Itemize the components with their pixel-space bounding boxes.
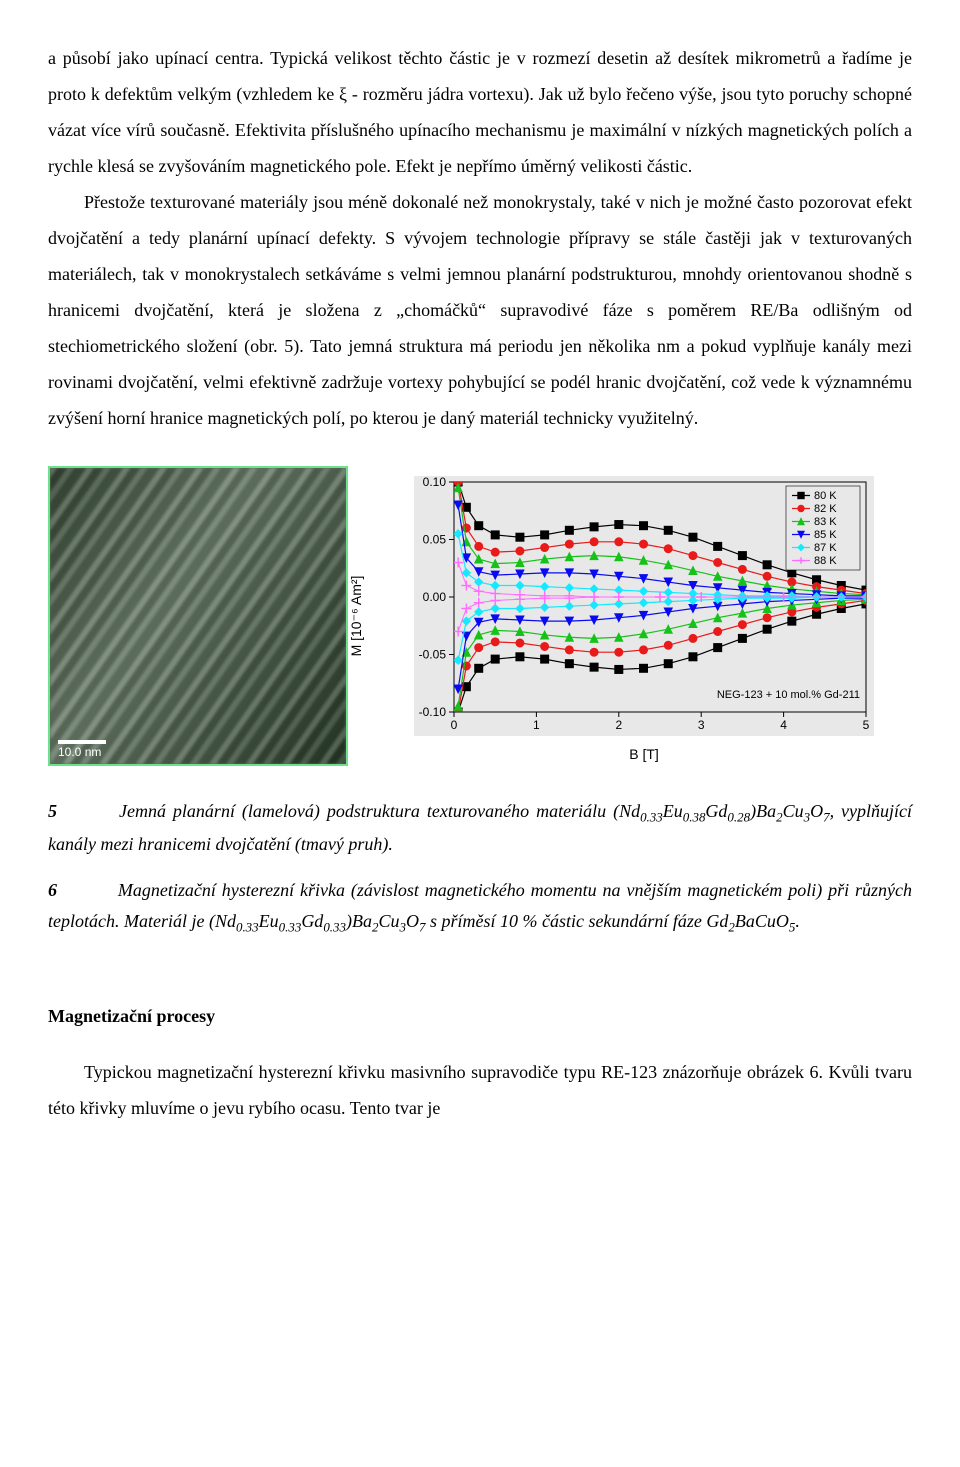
svg-text:NEG-123 + 10 mol.% Gd-211: NEG-123 + 10 mol.% Gd-211	[717, 689, 860, 701]
figure-row: 10.0 nm M [10⁻⁶ Am²] 0 1 2 3 4 5 -0.10 -0.05 0.0…	[48, 466, 912, 766]
caption-6-text: Magnetizační hysterezní křivka (závislos…	[48, 880, 912, 931]
section-heading: Magnetizační procesy	[48, 998, 912, 1034]
svg-text:0.05: 0.05	[423, 533, 447, 547]
section-paragraph: Typickou magnetizační hysterezní křivku …	[48, 1054, 912, 1126]
svg-text:-0.05: -0.05	[419, 648, 447, 662]
caption-6: 6 Magnetizační hysterezní křivka (závisl…	[48, 875, 912, 938]
caption-5: 5 Jemná planární (lamelová) podstruktura…	[48, 796, 912, 859]
svg-text:1: 1	[533, 718, 540, 732]
caption-5-text: Jemná planární (lamelová) podstruktura t…	[48, 801, 912, 854]
hysteresis-chart: M [10⁻⁶ Am²] 012345-0.10-0.050.000.050.1…	[368, 466, 888, 766]
chart-svg: 0 1 2 3 4 5 -0.10 -0.05 0.00 0.05 0.10 80 K82 K83 K…	[414, 476, 874, 736]
svg-text:0: 0	[451, 718, 458, 732]
svg-text:88 K: 88 K	[814, 555, 837, 567]
svg-text:5: 5	[863, 718, 870, 732]
svg-text:87 K: 87 K	[814, 542, 837, 554]
svg-text:0.10: 0.10	[423, 476, 447, 489]
svg-text:80 K: 80 K	[814, 490, 837, 502]
chart-x-label: B [T]	[414, 740, 874, 768]
scalebar-label: 10.0 nm	[58, 746, 101, 758]
body-paragraph-1: a působí jako upínací centra. Typická ve…	[48, 40, 912, 184]
svg-text:85 K: 85 K	[814, 529, 837, 541]
svg-text:-0.10: -0.10	[419, 705, 447, 719]
caption-5-number: 5	[48, 796, 112, 827]
svg-text:82 K: 82 K	[814, 503, 837, 515]
chart-y-label: M [10⁻⁶ Am²]	[342, 576, 370, 657]
body-paragraph-2: Přestože texturované materiály jsou méně…	[48, 184, 912, 436]
micrograph-scalebar: 10.0 nm	[58, 740, 106, 758]
svg-text:83 K: 83 K	[814, 516, 837, 528]
svg-text:3: 3	[698, 718, 705, 732]
svg-text:2: 2	[615, 718, 622, 732]
svg-text:4: 4	[780, 718, 787, 732]
caption-6-number: 6	[48, 875, 112, 906]
figure-captions: 5 Jemná planární (lamelová) podstruktura…	[48, 796, 912, 938]
chart-plot-area: 0 1 2 3 4 5 -0.10 -0.05 0.00 0.05 0.10 80 K82 K83 K…	[414, 476, 874, 736]
scalebar-line	[58, 740, 106, 744]
micrograph-image: 10.0 nm	[48, 466, 348, 766]
micrograph-texture	[50, 468, 346, 764]
svg-text:0.00: 0.00	[423, 590, 447, 604]
